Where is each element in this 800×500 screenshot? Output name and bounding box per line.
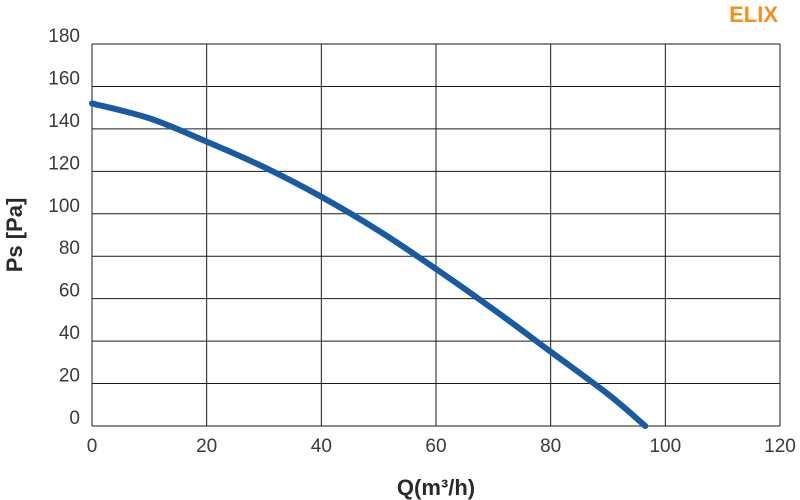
series-line <box>89 100 649 429</box>
y-tick-label: 160 <box>48 68 80 89</box>
y-tick-label: 180 <box>48 26 80 47</box>
y-tick-label: 20 <box>59 366 80 387</box>
x-tick-label: 20 <box>196 436 217 457</box>
x-axis-title: Q(m³/h) <box>397 475 475 500</box>
y-axis-title: Ps [Pa] <box>2 198 27 273</box>
x-tick-label: 100 <box>649 436 681 457</box>
y-tick-label: 60 <box>59 281 80 302</box>
brand-logo: ELIX <box>729 2 778 27</box>
data-point <box>608 394 609 395</box>
data-point <box>206 141 207 142</box>
data-point <box>149 118 150 119</box>
chart-grid <box>91 43 781 427</box>
data-point <box>378 230 379 231</box>
x-tick-label: 0 <box>87 436 98 457</box>
x-axis-ticks: 0 20 40 60 80 100 120 <box>87 436 796 457</box>
data-point <box>321 196 322 197</box>
x-tick-label: 120 <box>764 436 796 457</box>
data-point <box>645 426 646 427</box>
x-tick-label: 60 <box>425 436 446 457</box>
data-point <box>264 167 265 168</box>
y-tick-label: 100 <box>48 196 80 217</box>
y-tick-label: 120 <box>48 153 80 174</box>
data-point <box>550 351 551 352</box>
x-tick-label: 80 <box>540 436 561 457</box>
y-tick-label: 140 <box>48 111 80 132</box>
data-point <box>92 103 93 104</box>
y-tick-label: 40 <box>59 323 80 344</box>
series-layer <box>89 100 649 429</box>
y-tick-label: 0 <box>69 408 80 429</box>
data-point <box>493 309 494 310</box>
data-point <box>436 268 437 269</box>
y-axis-ticks: 0 20 40 60 80 100 120 140 160 180 <box>48 26 80 429</box>
y-tick-label: 80 <box>59 238 80 259</box>
x-tick-label: 40 <box>311 436 332 457</box>
